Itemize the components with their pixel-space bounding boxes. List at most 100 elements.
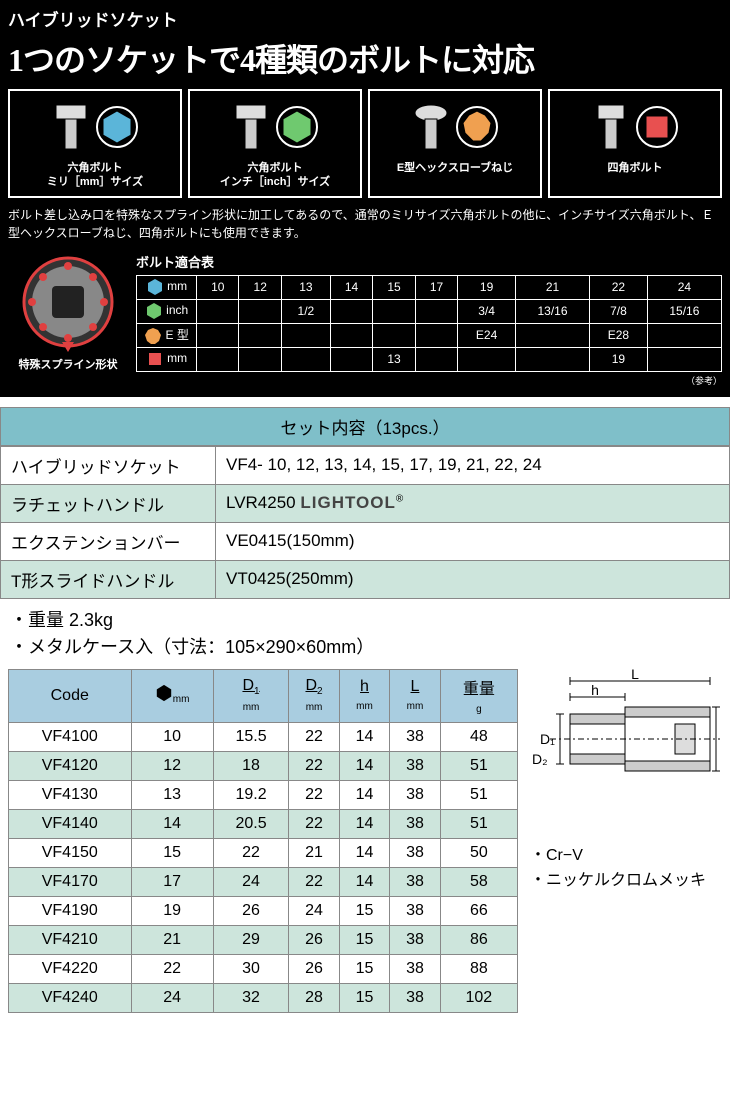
spec-d1: 29 bbox=[213, 925, 289, 954]
compat-cell bbox=[239, 347, 281, 371]
set-value: VE0415(150mm) bbox=[216, 522, 730, 560]
spec-h: 14 bbox=[339, 751, 389, 780]
spec-w: 66 bbox=[440, 896, 517, 925]
spec-row: VF4210212926153886 bbox=[9, 925, 518, 954]
spec-h: 14 bbox=[339, 809, 389, 838]
compat-cell: 24 bbox=[647, 275, 721, 299]
compat-cell: 3/4 bbox=[458, 299, 516, 323]
compat-cell bbox=[415, 323, 457, 347]
compat-cell bbox=[647, 323, 721, 347]
spec-h: 15 bbox=[339, 954, 389, 983]
spec-mm: 14 bbox=[131, 809, 213, 838]
spec-w: 51 bbox=[440, 780, 517, 809]
compat-cell: E24 bbox=[458, 323, 516, 347]
spec-header-row: Code mm D1mm D2mm hmm Lmm 重量g bbox=[9, 669, 518, 722]
spec-row: VF4190192624153866 bbox=[9, 896, 518, 925]
spec-d1: 18 bbox=[213, 751, 289, 780]
bolt-icons bbox=[411, 97, 499, 157]
material-note: ・Cr−V bbox=[530, 843, 722, 869]
compat-title: ボルト適合表 bbox=[136, 252, 722, 271]
compat-cell: 14 bbox=[330, 275, 372, 299]
set-row: エクステンションバーVE0415(150mm) bbox=[1, 522, 730, 560]
set-label: T形スライドハンドル bbox=[1, 560, 216, 598]
compat-cell: 19 bbox=[458, 275, 516, 299]
socket-diagram: L h D₁ bbox=[530, 669, 720, 799]
bolt-side-icon bbox=[231, 101, 271, 153]
set-header: セット内容（13pcs.） bbox=[0, 407, 730, 446]
spec-mm: 12 bbox=[131, 751, 213, 780]
spec-mm: 10 bbox=[131, 722, 213, 751]
diag-D1: D₁ bbox=[540, 731, 555, 747]
compat-cell bbox=[197, 347, 239, 371]
spec-row: VF4170172422143858 bbox=[9, 867, 518, 896]
spec-d1: 22 bbox=[213, 838, 289, 867]
compat-cell bbox=[515, 347, 589, 371]
set-row: T形スライドハンドルVT0425(250mm) bbox=[1, 560, 730, 598]
spline-gear-icon bbox=[18, 252, 118, 352]
spec-row: VF4150152221143850 bbox=[9, 838, 518, 867]
spec-h: 14 bbox=[339, 780, 389, 809]
spec-l: 38 bbox=[390, 867, 440, 896]
spec-code: VF4170 bbox=[9, 867, 132, 896]
spec-w: 51 bbox=[440, 751, 517, 780]
spec-table: Code mm D1mm D2mm hmm Lmm 重量g VF41001015… bbox=[8, 669, 518, 1013]
spec-d1: 20.5 bbox=[213, 809, 289, 838]
spec-code: VF4240 bbox=[9, 983, 132, 1012]
description-text: ボルト差し込み口を特殊なスプライン形状に加工してあるので、通常のミリサイズ六角ボ… bbox=[8, 206, 722, 242]
bolt-label: 六角ボルトミリ［mm］サイズ bbox=[47, 161, 143, 190]
spec-mm: 19 bbox=[131, 896, 213, 925]
spec-code: VF4190 bbox=[9, 896, 132, 925]
spec-mm: 24 bbox=[131, 983, 213, 1012]
bolt-type-hex-inch: 六角ボルトインチ［inch］サイズ bbox=[188, 89, 362, 198]
col-h: hmm bbox=[339, 669, 389, 722]
hex-icon bbox=[155, 684, 173, 702]
compat-cell bbox=[415, 347, 457, 371]
compat-cell bbox=[330, 347, 372, 371]
gear-label: 特殊スプライン形状 bbox=[19, 356, 118, 372]
spec-row: VF41001015.522143848 bbox=[9, 722, 518, 751]
spec-code: VF4220 bbox=[9, 954, 132, 983]
spec-code: VF4210 bbox=[9, 925, 132, 954]
col-code: Code bbox=[9, 669, 132, 722]
set-value: VF4- 10, 12, 13, 14, 15, 17, 19, 21, 22,… bbox=[216, 446, 730, 484]
col-l: Lmm bbox=[390, 669, 440, 722]
compat-cell bbox=[197, 299, 239, 323]
compat-legend-inch: inch bbox=[137, 299, 197, 323]
spec-h: 15 bbox=[339, 896, 389, 925]
bolt-type-row: 六角ボルトミリ［mm］サイズ 六角ボルトインチ［inch］サイズ E型ヘックスロ… bbox=[8, 89, 722, 198]
diag-h: h bbox=[591, 682, 599, 698]
bolt-icons bbox=[51, 97, 139, 157]
spec-d2: 22 bbox=[289, 867, 339, 896]
spec-mm: 15 bbox=[131, 838, 213, 867]
spec-l: 38 bbox=[390, 983, 440, 1012]
bolt-type-e: E型ヘックスローブねじ bbox=[368, 89, 542, 198]
set-label: ハイブリッドソケット bbox=[1, 446, 216, 484]
spec-w: 58 bbox=[440, 867, 517, 896]
set-label: ラチェットハンドル bbox=[1, 484, 216, 522]
compat-cell bbox=[647, 347, 721, 371]
spec-d2: 21 bbox=[289, 838, 339, 867]
spec-l: 38 bbox=[390, 780, 440, 809]
set-value: LVR4250 LIGHTOOL® bbox=[216, 484, 730, 522]
bolt-top-icon bbox=[455, 105, 499, 149]
compat-cell bbox=[239, 323, 281, 347]
compat-cell bbox=[281, 323, 330, 347]
bolt-top-icon bbox=[275, 105, 319, 149]
col-d2: D2mm bbox=[289, 669, 339, 722]
compat-row-inch: inch1/23/413/167/815/16 bbox=[137, 299, 722, 323]
spec-l: 38 bbox=[390, 954, 440, 983]
compat-cell: 15/16 bbox=[647, 299, 721, 323]
bolt-label: 四角ボルト bbox=[608, 161, 663, 175]
col-hex-mm: mm bbox=[131, 669, 213, 722]
compat-cell: 13 bbox=[373, 347, 415, 371]
spec-code: VF4150 bbox=[9, 838, 132, 867]
bolt-icons bbox=[591, 97, 679, 157]
spec-row: VF4120121822143851 bbox=[9, 751, 518, 780]
diag-D2: D₂ bbox=[532, 751, 548, 767]
spec-d2: 24 bbox=[289, 896, 339, 925]
bolt-label: 六角ボルトインチ［inch］サイズ bbox=[220, 161, 330, 190]
compat-cell: 10 bbox=[197, 275, 239, 299]
bolt-type-square: 四角ボルト bbox=[548, 89, 722, 198]
weight-note: ・重量 2.3kg bbox=[10, 607, 720, 634]
compat-table-wrap: ボルト適合表 mm10121314151719212224 inch1/23/4… bbox=[136, 252, 722, 387]
